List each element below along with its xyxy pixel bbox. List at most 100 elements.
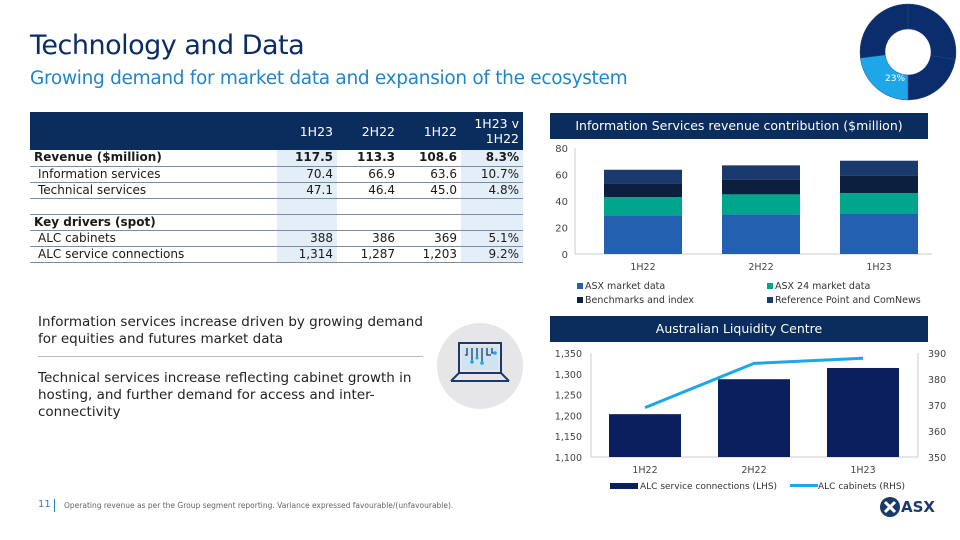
y-right-tick-label: 360: [928, 427, 946, 438]
y-left-tick-label: 1,100: [555, 453, 582, 464]
table-cell: 1,287: [337, 246, 399, 263]
row-label: Key drivers (spot): [30, 214, 277, 231]
bar: [827, 367, 899, 457]
table-cell: [337, 214, 399, 231]
table-cell: 386: [337, 230, 399, 247]
y-tick-label: 20: [555, 224, 568, 235]
x-tick-label: 2H22: [741, 465, 766, 476]
legend-swatch: [577, 283, 583, 289]
bar-segment: [840, 213, 918, 254]
bar-segment: [722, 214, 800, 254]
table-cell: 369: [399, 230, 461, 247]
column-header: 1H22: [399, 112, 461, 150]
table-row: ALC service connections 1,314 1,287 1,203 9.…: [30, 246, 523, 263]
y-right-tick-label: 390: [928, 349, 946, 360]
table-row: [30, 198, 523, 215]
table-cell: 46.4: [337, 182, 399, 199]
y-left-tick-label: 1,250: [555, 391, 582, 402]
table-cell: [277, 214, 337, 231]
y-tick-label: 40: [555, 197, 568, 208]
bar-segment: [722, 194, 800, 215]
y-right-tick-label: 380: [928, 375, 946, 386]
donut-label: 23%: [885, 74, 905, 84]
page-subtitle: Growing demand for market data and expan…: [30, 68, 628, 89]
table-cell: 9.2%: [461, 246, 523, 263]
table-cell: [461, 214, 523, 231]
page-title: Technology and Data: [30, 30, 305, 61]
bar-segment: [604, 197, 682, 216]
table-cell: 8.3%: [461, 150, 523, 167]
y-tick-label: 60: [555, 171, 568, 182]
bar-segment: [840, 160, 918, 176]
table-cell: 45.0: [399, 182, 461, 199]
table-cell: 1,314: [277, 246, 337, 263]
legend-swatch: [767, 283, 773, 289]
row-label: ALC cabinets: [30, 230, 277, 247]
table-cell: 1,203: [399, 246, 461, 263]
table-row: ALC cabinets 388 386 369 5.1%: [30, 230, 523, 247]
table-row: Revenue ($million) 117.5 113.3 108.6 8.3%: [30, 150, 523, 167]
bullet-info-services: Information services increase driven by …: [38, 314, 423, 347]
y-right-tick-label: 350: [928, 453, 946, 464]
legend-label: ALC cabinets (RHS): [818, 482, 905, 492]
bar-segment: [722, 179, 800, 195]
table-cell: [277, 198, 337, 215]
legend-label: ASX 24 market data: [775, 281, 870, 292]
table-cell: 113.3: [337, 150, 399, 167]
bar-segment: [604, 215, 682, 254]
table-cell: 4.8%: [461, 182, 523, 199]
divider: [38, 356, 423, 357]
donut-chart: 23%: [859, 3, 957, 101]
legend-label: Reference Point and ComNews: [775, 295, 921, 306]
x-tick-label: 1H23: [850, 465, 875, 476]
legend-label: Benchmarks and index: [585, 295, 694, 306]
table-cell: 10.7%: [461, 166, 523, 183]
column-header: 1H23: [277, 112, 337, 150]
column-header: [30, 112, 277, 150]
donut-segment: [859, 3, 909, 59]
row-label: ALC service connections: [30, 246, 277, 263]
bar-segment: [604, 169, 682, 184]
asx-logo: ASX: [880, 497, 935, 517]
column-header: 1H23 v 1H22: [461, 112, 523, 150]
legend-label: ASX market data: [585, 281, 665, 292]
y-tick-label: 80: [555, 144, 568, 155]
table-cell: [337, 198, 399, 215]
revenue-table: 1H23 2H22 1H22 1H23 v 1H22 Revenue ($millio…: [30, 112, 523, 263]
table-cell: 70.4: [277, 166, 337, 183]
table-cell: [399, 214, 461, 231]
info-services-chart-title: Information Services revenue contributio…: [550, 113, 928, 139]
bullet-technical-services: Technical services increase reflecting c…: [38, 370, 412, 420]
line-series: [644, 356, 864, 409]
page-number: 11: [38, 499, 51, 510]
row-label: Technical services: [30, 182, 277, 199]
y-left-tick-label: 1,300: [555, 370, 582, 381]
laptop-circuit-icon: [437, 323, 523, 409]
table-cell: 108.6: [399, 150, 461, 167]
logo-text: ASX: [901, 498, 935, 516]
bar-segment: [722, 165, 800, 180]
y-left-tick-label: 1,150: [555, 432, 582, 443]
legend-label: ALC service connections (LHS): [640, 482, 777, 492]
donut-segment: [907, 55, 956, 101]
legend-swatch: [610, 483, 638, 489]
x-tick-label: 1H22: [630, 262, 655, 273]
table-row: Key drivers (spot): [30, 214, 523, 231]
x-tick-label: 1H22: [632, 465, 657, 476]
y-left-tick-label: 1,350: [555, 349, 582, 360]
donut-segment: [907, 3, 957, 60]
table-row: Technical services 47.1 46.4 45.0 4.8%: [30, 182, 523, 199]
row-label: Revenue ($million): [30, 150, 277, 167]
table-cell: 63.6: [399, 166, 461, 183]
table-row: Information services 70.4 66.9 63.6 10.7%: [30, 166, 523, 183]
bar-segment: [604, 183, 682, 198]
table-cell: 117.5: [277, 150, 337, 167]
y-left-tick-label: 1,200: [555, 411, 582, 422]
bar: [609, 414, 681, 457]
row-label: [30, 198, 277, 215]
legend-swatch: [577, 297, 583, 303]
y-tick-label: 0: [562, 250, 568, 261]
alc-chart-title: Australian Liquidity Centre: [550, 316, 928, 342]
bar: [718, 379, 790, 457]
table-cell: 47.1: [277, 182, 337, 199]
